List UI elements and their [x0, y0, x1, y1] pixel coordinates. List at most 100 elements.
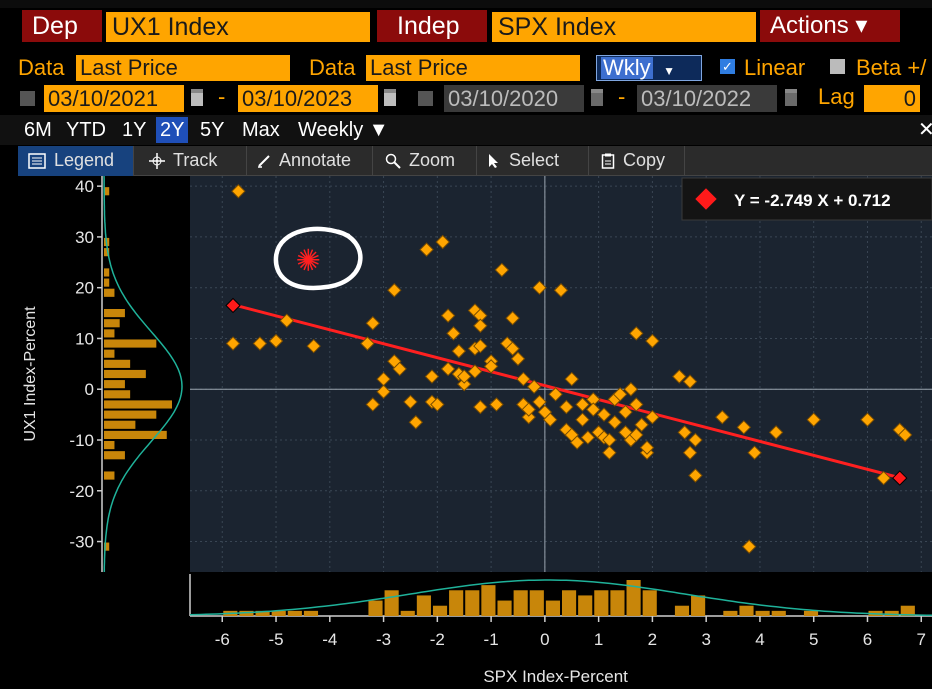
y-tick-label: 10 [75, 329, 94, 348]
y-tick-label: 40 [75, 177, 94, 196]
dep-label: Dep [22, 10, 102, 42]
dep-data-label: Data [18, 55, 65, 80]
x-histogram-bar [513, 590, 528, 616]
scatter-point [612, 387, 628, 402]
y-histogram-bar [104, 359, 131, 368]
scatter-point [860, 412, 875, 427]
scatter-point [408, 415, 424, 430]
indep-data-field[interactable]: Last Price [366, 55, 580, 81]
x-histogram-bar [465, 590, 480, 616]
x-histogram-bar [674, 605, 690, 616]
dep-start-date[interactable]: 03/10/2021 [44, 85, 184, 112]
indep-date-checkbox[interactable] [418, 91, 433, 106]
indep-start-date[interactable]: 03/10/2020 [444, 85, 584, 112]
annotate-button[interactable]: Annotate [247, 146, 373, 176]
dep-end-date[interactable]: 03/10/2023 [238, 85, 378, 112]
scatter-point [548, 387, 563, 402]
zoom-button[interactable]: Zoom [373, 146, 477, 176]
chevron-down-icon: ▼ [663, 64, 676, 78]
scatter-point [489, 397, 504, 412]
y-histogram-bar [104, 319, 120, 328]
scatter-point [473, 338, 488, 354]
calendar-icon[interactable] [191, 89, 203, 106]
x-tick-label: 6 [863, 630, 872, 649]
regression-endpoint [892, 470, 908, 486]
y-histogram-bar [104, 349, 115, 358]
scatter-point [376, 384, 391, 399]
scatter-point [403, 394, 418, 410]
left-gutter [0, 146, 18, 689]
y-distribution-curve [103, 175, 183, 572]
frequency-select[interactable]: Wkly ▼ [596, 55, 702, 81]
calendar-icon[interactable] [591, 89, 603, 106]
beta-checkbox[interactable] [830, 59, 845, 74]
legend-marker-icon [695, 188, 717, 210]
scatter-point [618, 404, 633, 420]
scatter-point [532, 394, 547, 410]
indep-end-date[interactable]: 03/10/2022 [637, 85, 777, 112]
period-5y[interactable]: 5Y [200, 119, 225, 141]
linear-checkbox[interactable]: ✓ [720, 59, 735, 74]
period-6m[interactable]: 6M [24, 119, 52, 141]
scatter-point [387, 283, 402, 298]
lag-field[interactable]: 0 [864, 85, 920, 112]
scatter-point [457, 376, 472, 392]
x-tick-label: -6 [215, 630, 230, 649]
x-histogram-bar [691, 595, 706, 616]
period-max[interactable]: Max [242, 119, 280, 141]
select-label: Select [509, 150, 560, 170]
scatter-point [440, 308, 456, 323]
calendar-icon[interactable] [384, 89, 396, 106]
scatter-point [768, 425, 784, 440]
y-histogram-bar [104, 390, 131, 399]
x-tick-label: 0 [540, 630, 549, 649]
y-tick-label: 0 [85, 380, 94, 399]
scatter-point [494, 262, 510, 278]
x-histogram-bar [255, 610, 270, 616]
scatter-point [473, 399, 488, 415]
crosshair-icon [149, 153, 165, 170]
calendar-icon[interactable] [785, 89, 797, 106]
dep-security-field[interactable]: UX1 Index [106, 12, 370, 42]
select-button[interactable]: Select [477, 146, 589, 176]
y-histogram-bar [104, 268, 110, 277]
x-histogram-bar [578, 595, 593, 616]
hand-drawn-circle [273, 226, 363, 291]
y-histogram-bar [104, 380, 125, 389]
y-histogram-bar [104, 410, 157, 419]
y-histogram-bar [104, 288, 115, 297]
x-tick-label: 5 [809, 630, 818, 649]
y-histogram-bar [104, 369, 146, 379]
indep-security-field[interactable]: SPX Index [492, 12, 756, 42]
linear-label: Linear [744, 55, 806, 80]
y-histogram-bar [104, 400, 172, 409]
track-button[interactable]: Track [135, 146, 247, 176]
scatter-point [521, 409, 536, 425]
scatter-point [629, 397, 644, 412]
period-2y[interactable]: 2Y [156, 117, 189, 143]
dep-data-field[interactable]: Last Price [76, 55, 290, 81]
date-dash: - [618, 84, 626, 109]
x-tick-label: -2 [430, 630, 445, 649]
legend-button[interactable]: Legend [18, 146, 134, 176]
actions-button[interactable]: Actions ▾ [760, 10, 900, 42]
x-histogram-bar [739, 605, 754, 616]
copy-button[interactable]: Copy [589, 146, 685, 176]
track-label: Track [173, 150, 218, 170]
period-1y[interactable]: 1Y [122, 119, 147, 141]
period-ytd[interactable]: YTD [66, 119, 106, 141]
x-histogram-bar [803, 610, 819, 616]
x-histogram-bar [400, 610, 415, 616]
scatter-point [392, 361, 407, 377]
x-histogram-bar [497, 600, 512, 616]
x-histogram-bar [368, 600, 383, 616]
dep-date-checkbox[interactable] [20, 91, 35, 106]
close-icon[interactable]: ✕ [918, 119, 932, 141]
y-histogram-bar [104, 187, 110, 196]
x-histogram-bar [432, 605, 448, 616]
x-histogram-bar [384, 590, 399, 616]
scatter-point [575, 397, 590, 412]
scatter-point [580, 430, 596, 445]
periodicity-select[interactable]: Weekly ▼ [298, 119, 389, 141]
